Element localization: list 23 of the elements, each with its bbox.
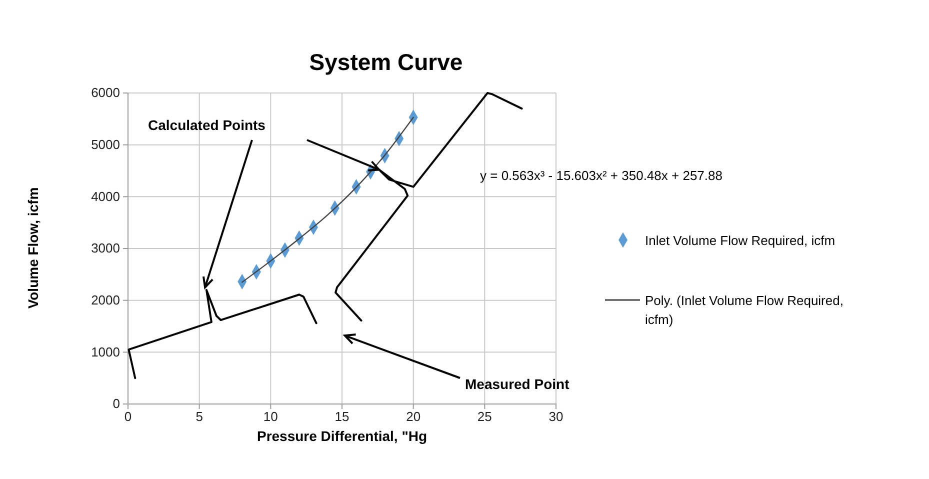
y-tick-label: 4000: [91, 188, 120, 204]
x-tick-label: 30: [548, 409, 564, 424]
y-tick-label: 2000: [91, 292, 120, 308]
x-tick-label: 5: [196, 409, 203, 424]
x-tick-label: 0: [124, 409, 132, 424]
x-axis-title: Pressure Differential, "Hg: [256, 428, 428, 444]
line-series: [128, 288, 318, 380]
legend-label: Poly. (Inlet Volume Flow Required, icfm): [645, 293, 844, 327]
y-tick-label: 5000: [91, 136, 120, 152]
annotation: y = 0.563x³ - 15.603x² + 350.48x + 257.88: [480, 168, 722, 183]
annotation: Calculated Points: [148, 117, 266, 133]
annotation: Measured Point: [465, 376, 570, 392]
y-tick-label: 1000: [91, 344, 120, 360]
y-tick-label: 0: [112, 396, 120, 412]
y-tick-label: 3000: [91, 240, 120, 256]
legend-label: Inlet Volume Flow Required, icfm: [645, 233, 836, 248]
x-tick-label: 15: [334, 409, 350, 424]
y-axis-title: Volume Flow, icfm: [25, 187, 41, 309]
y-tick-label: 6000: [91, 85, 120, 100]
chart-title: System Curve: [309, 49, 463, 75]
x-tick-label: 25: [477, 409, 492, 424]
x-tick-label: 10: [263, 409, 278, 424]
x-tick-label: 20: [406, 409, 421, 424]
